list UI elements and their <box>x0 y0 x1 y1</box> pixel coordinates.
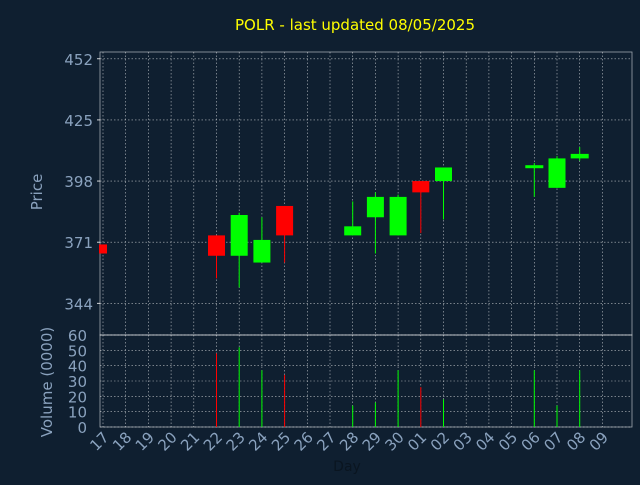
volume-y-tick-label: 40 <box>68 358 87 376</box>
volume-y-tick-label: 30 <box>68 373 87 391</box>
volume-bars <box>216 347 581 427</box>
x-tick-labels: 1718192021222324252627282930010203040506… <box>86 428 612 454</box>
price-y-tick-label: 371 <box>64 234 93 252</box>
candle-body <box>366 196 384 218</box>
volume-y-tick-label: 10 <box>68 404 87 422</box>
volume-y-axis-label: Volume (0000) <box>38 327 56 437</box>
candle-body <box>435 167 452 182</box>
volume-y-tick-label: 0 <box>77 419 87 437</box>
price-y-tick-label: 398 <box>64 173 93 191</box>
candle-body <box>389 196 407 236</box>
candles <box>99 147 589 288</box>
volume-frame <box>99 334 633 428</box>
chart-title: POLR - last updated 08/05/2025 <box>235 16 475 34</box>
price-y-axis-label: Price <box>28 174 46 211</box>
candle-body <box>412 181 430 193</box>
candle-body <box>230 215 248 256</box>
candle-body <box>99 244 107 254</box>
volume-y-tick-label: 50 <box>68 342 87 360</box>
candle-body <box>276 205 294 236</box>
volume-y-tick-label: 60 <box>68 327 87 345</box>
candle-body <box>548 158 566 188</box>
volume-panel-border <box>99 334 633 428</box>
price-y-tick-label: 344 <box>64 295 93 313</box>
x-axis-label: Day <box>333 459 361 475</box>
candle-body <box>208 235 225 256</box>
volume-y-tick-label: 20 <box>68 388 87 406</box>
price-y-ticks: 344 371 398 425 452 <box>64 51 100 313</box>
price-y-tick-label: 452 <box>64 51 93 69</box>
candle-body <box>253 239 271 263</box>
candle-body <box>525 165 544 169</box>
price-y-tick-label: 425 <box>64 112 93 130</box>
candle-body <box>570 153 589 159</box>
candle-body <box>344 226 362 236</box>
